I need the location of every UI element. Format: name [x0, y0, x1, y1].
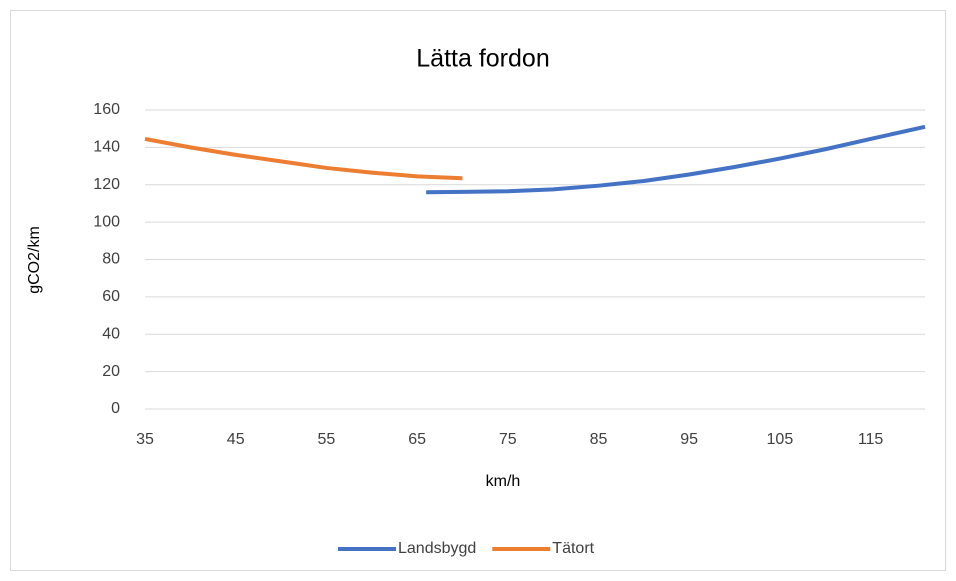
x-axis-label: km/h: [486, 473, 521, 490]
y-tick-label: 140: [93, 139, 120, 156]
y-tick-label: 0: [111, 400, 120, 417]
x-tick-label: 55: [317, 431, 335, 448]
line-series: [144, 136, 463, 181]
y-tick-label: 80: [102, 251, 120, 268]
y-tick-label: 60: [102, 288, 120, 305]
y-tick-label: 100: [93, 213, 120, 230]
y-tick-label: 120: [93, 176, 120, 193]
x-tick-label: 85: [590, 431, 608, 448]
x-tick-label: 115: [858, 431, 884, 448]
chart-border: [10, 10, 946, 571]
x-tick-label: 105: [767, 431, 794, 448]
x-tick-label: 35: [136, 431, 154, 448]
x-tick-label: 65: [408, 431, 426, 448]
legend-label: Landsbygd: [398, 540, 476, 557]
chart-title: Lätta fordon: [416, 45, 549, 73]
x-tick-label: 75: [499, 431, 517, 448]
y-tick-label: 20: [102, 363, 120, 380]
line-series: [426, 124, 926, 195]
y-axis-label: gCO2/km: [26, 226, 43, 294]
x-tick-label: 45: [227, 431, 245, 448]
y-tick-label: 160: [93, 101, 120, 118]
legend-label: Tätort: [552, 540, 594, 557]
x-tick-label: 95: [680, 431, 698, 448]
y-tick-label: 40: [102, 325, 120, 342]
